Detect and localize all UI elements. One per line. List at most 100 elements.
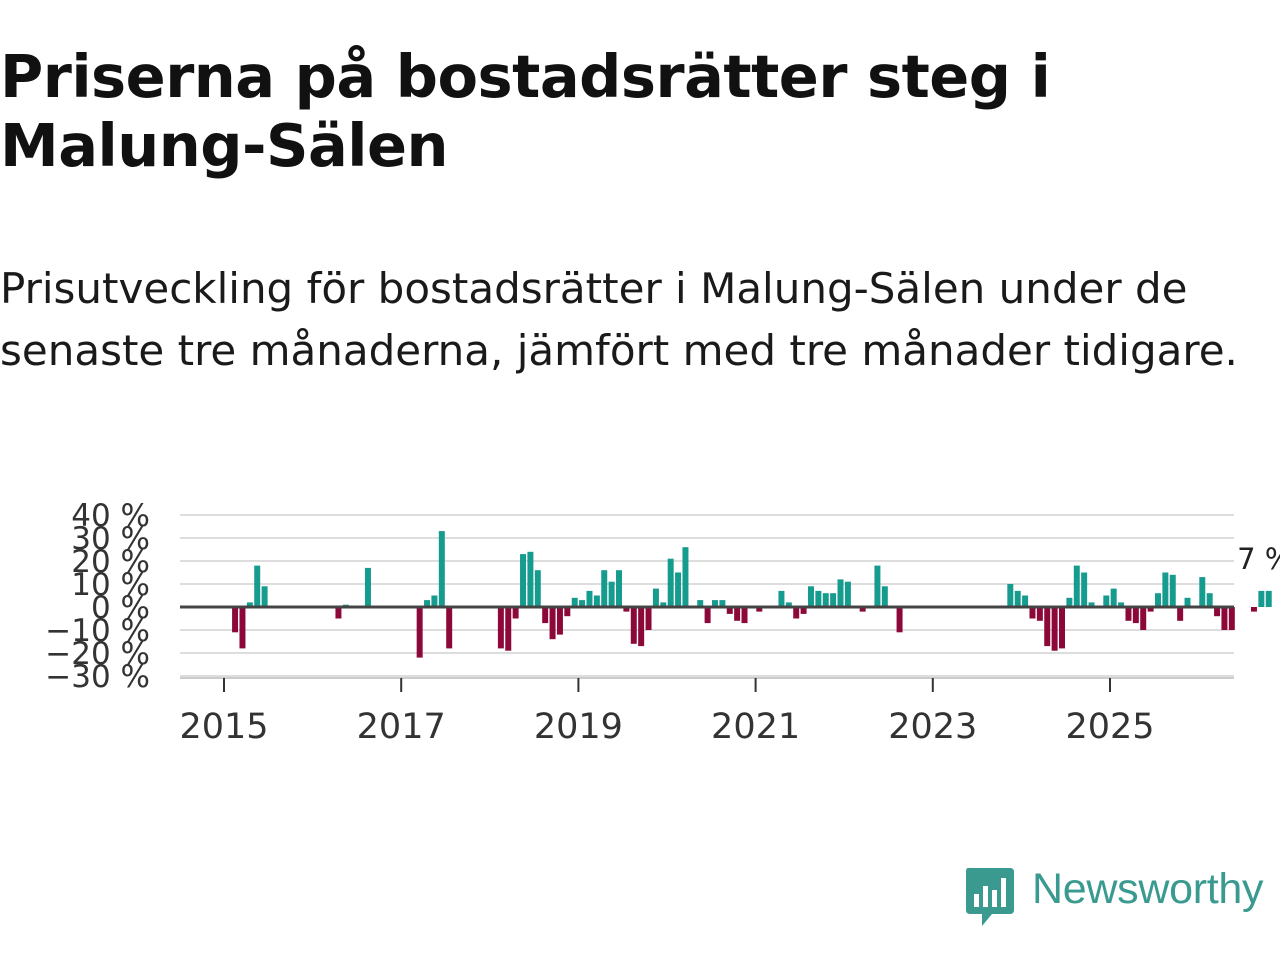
bar	[505, 607, 512, 651]
bar	[645, 607, 652, 630]
bar	[1265, 590, 1272, 607]
bar	[1066, 597, 1073, 607]
bar	[261, 586, 268, 607]
y-tick-label: −10 %	[45, 613, 150, 649]
bar	[1125, 607, 1132, 621]
bar	[785, 602, 792, 607]
bar	[601, 570, 608, 607]
bar	[1051, 607, 1058, 651]
bar	[1177, 607, 1184, 621]
bar	[335, 607, 342, 619]
bar	[1036, 607, 1043, 621]
bar	[697, 600, 704, 607]
bar	[1140, 607, 1147, 630]
bar	[675, 572, 682, 607]
bar	[431, 595, 438, 607]
bar	[652, 588, 659, 607]
bar	[1044, 607, 1051, 647]
bar	[719, 600, 726, 607]
bar	[616, 570, 622, 607]
bar	[239, 607, 246, 649]
x-tick-label: 2017	[357, 707, 446, 747]
bar	[1022, 595, 1029, 607]
bar	[416, 607, 423, 658]
bar	[1029, 607, 1036, 619]
bar	[815, 590, 822, 607]
x-tick-label: 2019	[534, 707, 623, 747]
bar	[1007, 584, 1014, 607]
bar	[1081, 572, 1088, 607]
bar	[1132, 607, 1139, 624]
newsworthy-chart-bubble-icon	[966, 868, 1014, 926]
bar	[896, 607, 903, 633]
bar	[830, 593, 837, 607]
bar	[571, 597, 578, 607]
bar	[660, 602, 667, 607]
bar	[1258, 590, 1265, 607]
bar	[254, 565, 261, 607]
bar	[793, 607, 800, 619]
bar	[638, 607, 645, 647]
bar	[1073, 565, 1080, 607]
bar	[232, 607, 239, 633]
bars	[232, 531, 1272, 658]
bar	[586, 590, 593, 607]
bar	[542, 607, 549, 624]
bar	[446, 607, 453, 649]
chart-subtitle: Prisutveckling för bostadsrätter i Malun…	[0, 264, 1238, 375]
chart-title: Priserna på bostadsrätter steg i Malung-…	[0, 42, 1051, 180]
y-tick-label: −30 %	[45, 659, 150, 695]
bar	[579, 600, 586, 607]
bar	[630, 607, 637, 644]
bar	[874, 565, 881, 607]
bar	[1214, 607, 1221, 617]
bar	[534, 570, 541, 607]
bar	[704, 607, 711, 624]
newsworthy-logo: Newsworthy	[962, 864, 1278, 928]
x-tick-label: 2023	[888, 707, 977, 747]
x-axis: 2015 2017 2019 2021 2023 2025	[179, 677, 1234, 747]
bar	[1221, 607, 1228, 630]
bar	[549, 607, 556, 640]
bar	[512, 607, 519, 619]
bar	[844, 581, 851, 607]
bar	[497, 607, 504, 649]
bar	[756, 607, 763, 612]
bar-chart: 40 %30 %20 %10 %0 %−10 %−20 %−30 % 2015 2…	[45, 498, 1280, 747]
last-value-label: 7 %	[1237, 542, 1280, 576]
bar	[807, 586, 814, 607]
bar	[1088, 602, 1095, 607]
bar	[608, 581, 615, 607]
bar	[246, 602, 253, 607]
bar	[1014, 590, 1021, 607]
bar	[1169, 574, 1176, 607]
y-tick-label: 30 %	[71, 521, 150, 557]
bar	[1206, 593, 1213, 607]
bar	[556, 607, 563, 635]
bar	[682, 547, 689, 607]
bar	[623, 607, 630, 612]
bar	[800, 607, 807, 614]
bar	[1228, 607, 1235, 630]
bar	[520, 554, 527, 607]
y-tick-label: 0 %	[91, 590, 150, 626]
bar	[1059, 607, 1065, 649]
y-axis-tick-labels: 40 %30 %20 %10 %0 %−10 %−20 %−30 %	[45, 498, 150, 695]
x-tick-label: 2021	[711, 707, 800, 747]
bar	[1184, 597, 1191, 607]
bar	[593, 595, 600, 607]
bar	[1103, 595, 1110, 607]
y-tick-label: 20 %	[71, 544, 150, 580]
bar	[1162, 572, 1169, 607]
x-tick-label: 2015	[179, 707, 268, 747]
bar	[881, 586, 888, 607]
bar	[1110, 588, 1117, 607]
bar	[1147, 607, 1154, 612]
bar	[364, 567, 371, 607]
bar	[822, 593, 829, 607]
bar	[859, 607, 866, 612]
bar	[1118, 602, 1125, 607]
y-tick-label: −20 %	[45, 636, 150, 672]
bar	[1250, 607, 1257, 612]
bar	[734, 607, 741, 621]
